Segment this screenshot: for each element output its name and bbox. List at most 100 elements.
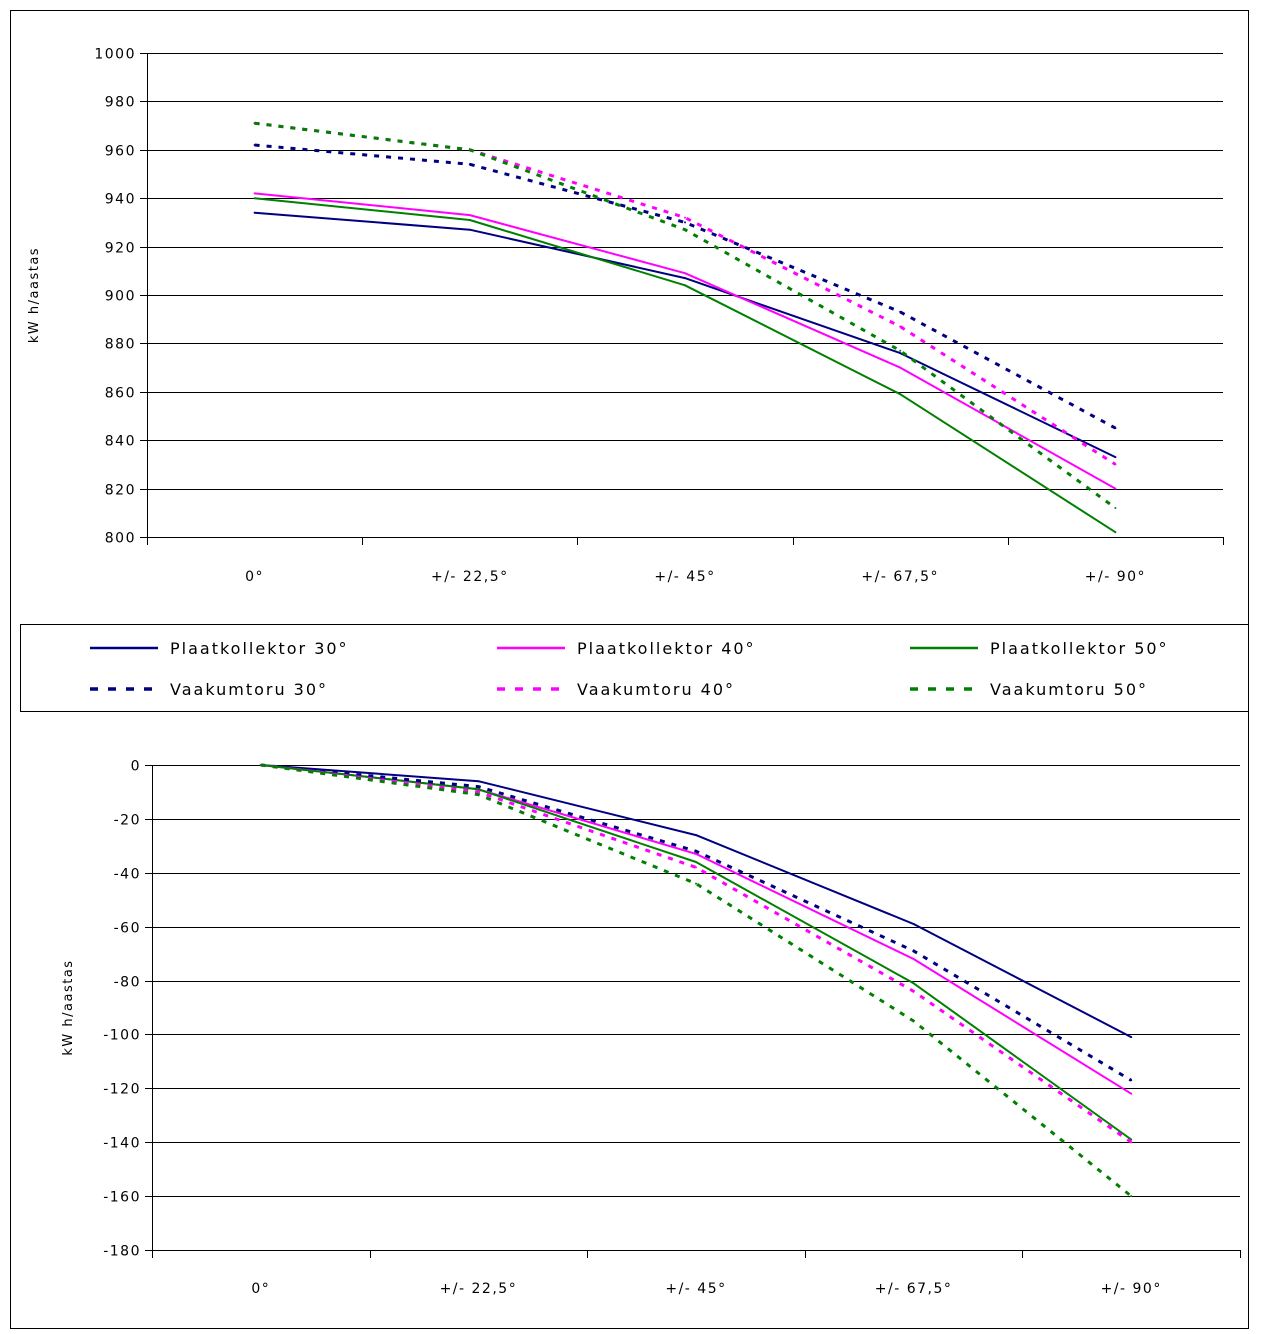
chart-bottom: -180 -160 -140 -120 -100 -80 -60 -40 -20 0 0° +/- 2… bbox=[61, 759, 1241, 1297]
series-line-vaakumtoru-30 bbox=[260, 763, 1132, 1082]
y-tick-label: -60 bbox=[114, 921, 141, 937]
data-point-plaatkollektor-30 bbox=[468, 228, 471, 231]
data-point-plaatkollektor-30 bbox=[1114, 456, 1117, 459]
x-tick-label: 0° bbox=[251, 1281, 270, 1297]
data-point-vaakumtoru-50 bbox=[1114, 507, 1117, 509]
series-line-vaakumtoru-30 bbox=[254, 143, 1117, 430]
legend-label-plaatkollektor-40: Plaatkollektor 40° bbox=[577, 639, 756, 658]
series-line-plaatkollektor-30 bbox=[260, 764, 1132, 1038]
y-tick-label: -40 bbox=[114, 867, 141, 883]
data-point-vaakumtoru-40 bbox=[684, 216, 686, 219]
legend-label-plaatkollektor-50: Plaatkollektor 50° bbox=[990, 639, 1169, 658]
y-tick-label: -100 bbox=[103, 1028, 141, 1044]
y-tick-label: 840 bbox=[105, 434, 136, 450]
series-line-plaatkollektor-30 bbox=[254, 211, 1116, 459]
legend-label-vaakumtoru-30: Vaakumtoru 30° bbox=[170, 680, 328, 699]
data-point-plaatkollektor-30 bbox=[1130, 1036, 1133, 1039]
data-point-vaakumtoru-30 bbox=[1114, 427, 1117, 430]
data-point-vaakumtoru-30 bbox=[468, 163, 471, 166]
y-tick-label: 860 bbox=[105, 386, 136, 402]
y-tick-label: 820 bbox=[105, 483, 136, 499]
x-tick-label: +/- 90° bbox=[1101, 1281, 1162, 1297]
y-tick-label: -160 bbox=[103, 1190, 141, 1206]
legend: Plaatkollektor 30° Plaatkollektor 40° Plaa… bbox=[20, 624, 1249, 712]
legend-box bbox=[20, 624, 1249, 712]
data-point-vaakumtoru-50 bbox=[695, 882, 697, 885]
y-tick-label: 0 bbox=[131, 759, 141, 775]
data-point-plaatkollektor-40 bbox=[912, 958, 915, 960]
data-point-vaakumtoru-40 bbox=[912, 990, 915, 993]
series-line-vaakumtoru-40 bbox=[254, 121, 1117, 466]
data-point-plaatkollektor-50 bbox=[1114, 531, 1117, 534]
x-tick-label: +/- 67,5° bbox=[861, 569, 939, 585]
data-point-vaakumtoru-50 bbox=[259, 764, 262, 766]
data-point-vaakumtoru-40 bbox=[1130, 1141, 1133, 1144]
y-tick-label: -80 bbox=[114, 975, 141, 991]
data-point-plaatkollektor-50 bbox=[899, 393, 902, 396]
data-point-plaatkollektor-30 bbox=[695, 834, 697, 837]
data-point-vaakumtoru-50 bbox=[253, 122, 256, 125]
y-tick-label: 960 bbox=[105, 144, 136, 160]
data-point-plaatkollektor-30 bbox=[912, 923, 915, 925]
data-point-vaakumtoru-50 bbox=[477, 793, 480, 796]
data-point-vaakumtoru-30 bbox=[695, 850, 697, 853]
data-point-plaatkollektor-30 bbox=[899, 352, 902, 355]
legend-label-plaatkollektor-30: Plaatkollektor 30° bbox=[170, 639, 349, 658]
legend-label-vaakumtoru-50: Vaakumtoru 50° bbox=[990, 680, 1148, 699]
y-tick-label: 940 bbox=[105, 192, 136, 208]
data-point-plaatkollektor-50 bbox=[695, 861, 697, 863]
data-point-vaakumtoru-50 bbox=[684, 228, 686, 231]
data-point-vaakumtoru-50 bbox=[1130, 1195, 1133, 1198]
data-point-plaatkollektor-40 bbox=[1114, 487, 1117, 490]
y-tick-label: 920 bbox=[105, 241, 136, 257]
series-line-plaatkollektor-40 bbox=[254, 192, 1116, 490]
x-tick-label: +/- 22,5° bbox=[440, 1281, 518, 1297]
chart-top: 800 820 840 860 880 900 920 940 960 980 1000 0° +/- … bbox=[27, 47, 1224, 585]
y-tick-label: 800 bbox=[105, 531, 136, 547]
y-tick-label: -20 bbox=[114, 813, 141, 829]
data-point-plaatkollektor-30 bbox=[477, 780, 480, 783]
data-point-plaatkollektor-40 bbox=[695, 852, 697, 855]
x-tick-label: +/- 22,5° bbox=[431, 569, 509, 585]
data-point-vaakumtoru-30 bbox=[912, 949, 915, 952]
data-point-vaakumtoru-50 bbox=[912, 1020, 915, 1022]
data-point-vaakumtoru-40 bbox=[1114, 463, 1117, 466]
data-point-plaatkollektor-50 bbox=[912, 982, 915, 985]
y-axis-title: kW h/aastas bbox=[27, 247, 42, 343]
data-point-vaakumtoru-40 bbox=[899, 325, 902, 328]
data-point-vaakumtoru-30 bbox=[253, 144, 256, 146]
series-line-vaakumtoru-50 bbox=[260, 763, 1133, 1198]
data-point-vaakumtoru-30 bbox=[1130, 1079, 1133, 1082]
data-point-vaakumtoru-50 bbox=[899, 349, 902, 352]
y-axis-title: kW h/aastas bbox=[61, 959, 76, 1055]
data-point-plaatkollektor-50 bbox=[468, 219, 471, 221]
data-point-plaatkollektor-40 bbox=[1130, 1092, 1133, 1095]
data-point-plaatkollektor-40 bbox=[684, 272, 686, 275]
data-point-plaatkollektor-50 bbox=[1130, 1138, 1133, 1141]
x-tick-label: +/- 67,5° bbox=[875, 1281, 953, 1297]
data-point-plaatkollektor-40 bbox=[253, 192, 256, 195]
y-tick-label: -140 bbox=[103, 1136, 141, 1152]
data-point-plaatkollektor-30 bbox=[684, 277, 686, 280]
data-point-vaakumtoru-30 bbox=[899, 310, 902, 313]
series-line-plaatkollektor-50 bbox=[260, 764, 1132, 1141]
y-tick-label: -120 bbox=[103, 1082, 141, 1098]
legend-label-vaakumtoru-40: Vaakumtoru 40° bbox=[577, 680, 735, 699]
x-tick-label: +/- 45° bbox=[665, 1281, 726, 1297]
data-point-vaakumtoru-40 bbox=[695, 866, 697, 869]
data-point-plaatkollektor-40 bbox=[468, 214, 471, 217]
data-point-vaakumtoru-30 bbox=[684, 221, 686, 224]
y-tick-label: 880 bbox=[105, 337, 136, 353]
data-point-plaatkollektor-50 bbox=[477, 788, 480, 791]
data-point-vaakumtoru-30 bbox=[477, 785, 480, 788]
data-point-plaatkollektor-50 bbox=[684, 284, 686, 287]
y-tick-label: 980 bbox=[105, 95, 136, 111]
y-tick-label: -180 bbox=[103, 1244, 141, 1260]
x-tick-label: +/- 45° bbox=[654, 569, 715, 585]
data-point-plaatkollektor-30 bbox=[253, 211, 256, 214]
x-tick-label: +/- 90° bbox=[1085, 569, 1146, 585]
series-line-plaatkollektor-40 bbox=[260, 764, 1132, 1095]
y-tick-label: 1000 bbox=[94, 47, 136, 63]
